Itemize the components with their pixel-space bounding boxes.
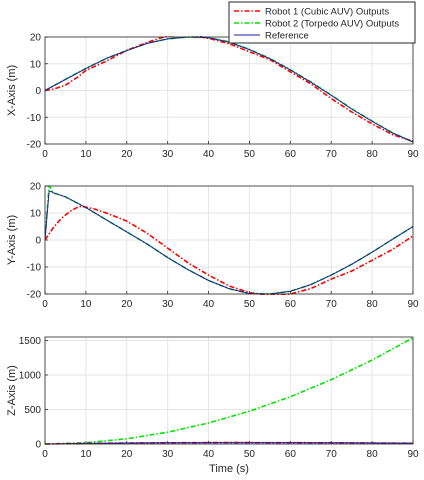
x-tick-label: 0 — [42, 299, 48, 310]
x-tick-label: 90 — [407, 449, 419, 460]
axes-frame — [44, 336, 414, 445]
y-tick-label: 20 — [30, 33, 42, 44]
x-tick-label: 80 — [367, 149, 379, 160]
x-tick-label: 20 — [121, 149, 133, 160]
legend-label-robot2: Robot 2 (Torpedo AUV) Outputs — [265, 19, 399, 30]
x-tick-label: 90 — [407, 149, 419, 160]
x-tick-label: 40 — [203, 299, 215, 310]
x-tick-label: 30 — [162, 149, 174, 160]
x-tick-label: 30 — [162, 299, 174, 310]
series-robot1-line — [45, 205, 413, 295]
axes-frame — [44, 185, 414, 295]
x-tick-label: 50 — [244, 299, 256, 310]
y-tick-label: 10 — [30, 59, 42, 70]
y-tick-label: 1500 — [19, 336, 42, 347]
y-tick-label: 0 — [35, 86, 41, 97]
panel-z-axis: 0 10 20 30 40 50 60 70 80 90 0 500 1000 1500 Z-Axis (m… — [6, 336, 419, 475]
x-tick-label: 70 — [326, 149, 338, 160]
x-tick-label: 60 — [285, 149, 297, 160]
panel-y-axis: 0 10 20 30 40 50 60 70 80 90 -20 -10 0 10 20 Y-Axis (m) — [6, 182, 419, 311]
y-tick-label: 10 — [30, 209, 42, 220]
series-robot2-line — [45, 336, 413, 445]
x-tick-label: 40 — [203, 149, 215, 160]
x-tick-label: 20 — [121, 299, 133, 310]
legend-label-reference: Reference — [265, 31, 309, 42]
y-axis-label: X-Axis (m) — [6, 65, 18, 116]
y-tick-label: 20 — [30, 182, 42, 193]
x-tick-label: 40 — [203, 449, 215, 460]
x-tick-label: 50 — [244, 149, 256, 160]
y-axis-label: Z-Axis (m) — [6, 365, 18, 416]
y-tick-label: 1000 — [19, 370, 42, 381]
y-tick-label: 500 — [24, 405, 41, 416]
series-reference-line — [45, 190, 413, 295]
y-tick-label: -10 — [27, 263, 42, 274]
x-tick-label: 80 — [367, 299, 379, 310]
x-tick-label: 10 — [80, 449, 92, 460]
x-axis-label: Time (s) — [209, 463, 249, 475]
y-tick-label: 0 — [35, 440, 41, 451]
series-robot1-line — [45, 36, 413, 143]
series-reference-line — [45, 442, 413, 445]
y-tick-label: 0 — [35, 236, 41, 247]
x-tick-label: 60 — [285, 449, 297, 460]
x-tick-label: 0 — [42, 149, 48, 160]
x-tick-label: 10 — [80, 299, 92, 310]
legend: Robot 1 (Cubic AUV) Outputs Robot 2 (Tor… — [228, 1, 416, 44]
legend-label-robot1: Robot 1 (Cubic AUV) Outputs — [265, 7, 389, 18]
x-tick-label: 80 — [367, 449, 379, 460]
x-tick-label: 30 — [162, 449, 174, 460]
x-tick-label: 70 — [326, 449, 338, 460]
plot-area — [45, 337, 413, 444]
y-axis-label: Y-Axis (m) — [6, 215, 18, 265]
panel-x-axis: 0 10 20 30 40 50 60 70 80 90 -20 -10 0 10 20 X-Axis (m) — [6, 33, 419, 161]
x-tick-label: 90 — [407, 299, 419, 310]
x-tick-label: 60 — [285, 299, 297, 310]
x-tick-label: 20 — [121, 449, 133, 460]
y-tick-label: -10 — [27, 113, 42, 124]
x-tick-label: 50 — [244, 449, 256, 460]
y-tick-label: -20 — [27, 290, 42, 301]
y-tick-label: -20 — [27, 140, 42, 151]
x-tick-label: 10 — [80, 149, 92, 160]
x-tick-label: 70 — [326, 299, 338, 310]
x-tick-label: 0 — [42, 449, 48, 460]
panels: 0 10 20 30 40 50 60 70 80 90 -20 -10 0 10 20 X-Axis (m)… — [6, 33, 419, 476]
